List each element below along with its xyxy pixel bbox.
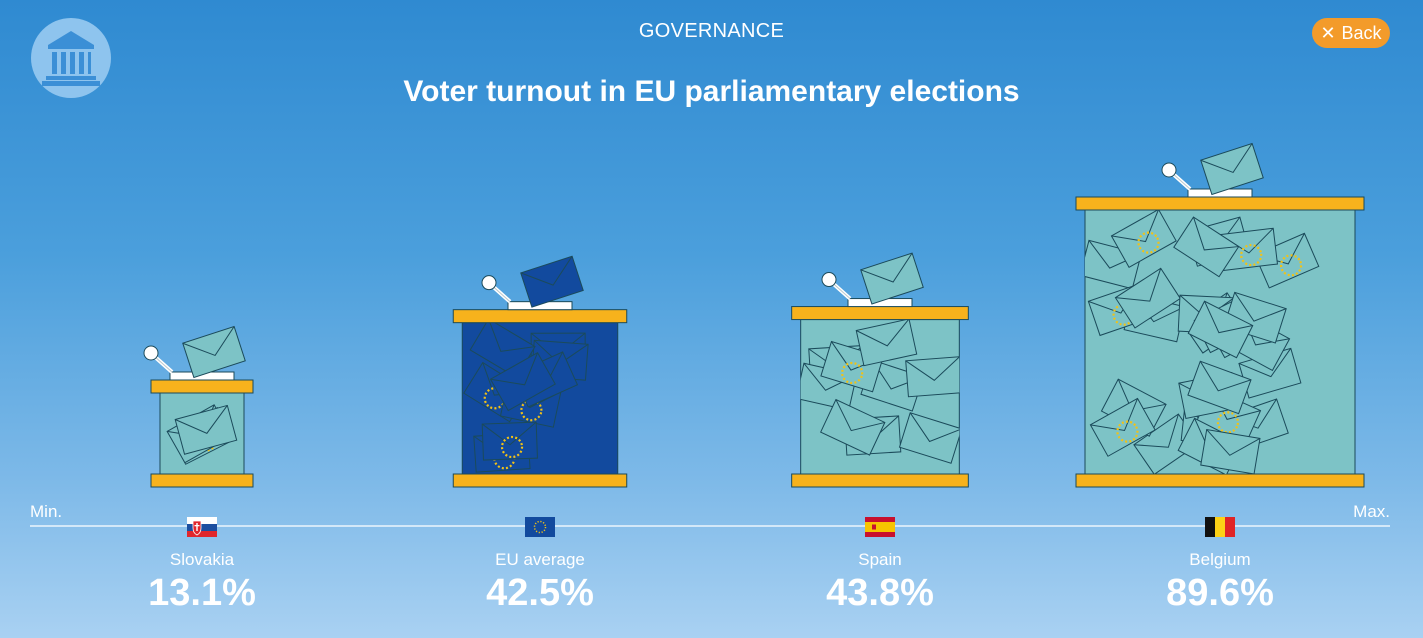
axis-min-label: Min.	[30, 502, 63, 521]
back-label: Back	[1341, 22, 1382, 43]
section-label: GOVERNANCE	[638, 20, 785, 42]
turnout-value: 42.5%	[486, 572, 594, 614]
country-belgium: Belgium 89.6%	[1120, 550, 1320, 615]
close-icon: ✕	[1320, 23, 1336, 43]
country-eu-average: EU average 42.5%	[440, 550, 640, 615]
country-name: Slovakia	[169, 550, 235, 569]
parliament-logo	[31, 18, 111, 98]
ballot-box-bar	[791, 252, 969, 488]
belgium-flag-icon	[1205, 517, 1235, 537]
eu-flag-icon	[525, 517, 555, 537]
turnout-value: 43.8%	[826, 572, 934, 614]
country-name: EU average	[495, 550, 585, 569]
axis-max-label: Max.	[1353, 502, 1390, 521]
parliament-building-icon	[42, 31, 100, 86]
country-name: Belgium	[1189, 550, 1251, 569]
ballot-box-bar	[143, 325, 254, 488]
spain-flag-icon	[865, 517, 895, 537]
slovakia-flag-icon	[187, 517, 217, 537]
ballot-box-bar	[1075, 142, 1365, 488]
chart-title: Voter turnout in EU parliamentary electi…	[403, 75, 1020, 108]
country-slovakia: Slovakia 13.1%	[102, 550, 302, 615]
turnout-value: 13.1%	[148, 572, 256, 614]
back-button[interactable]: ✕ Back	[1312, 18, 1390, 48]
country-spain: Spain 43.8%	[780, 550, 980, 615]
turnout-value: 89.6%	[1166, 572, 1274, 614]
ballot-box-bar	[452, 255, 628, 488]
country-name: Spain	[858, 550, 902, 569]
